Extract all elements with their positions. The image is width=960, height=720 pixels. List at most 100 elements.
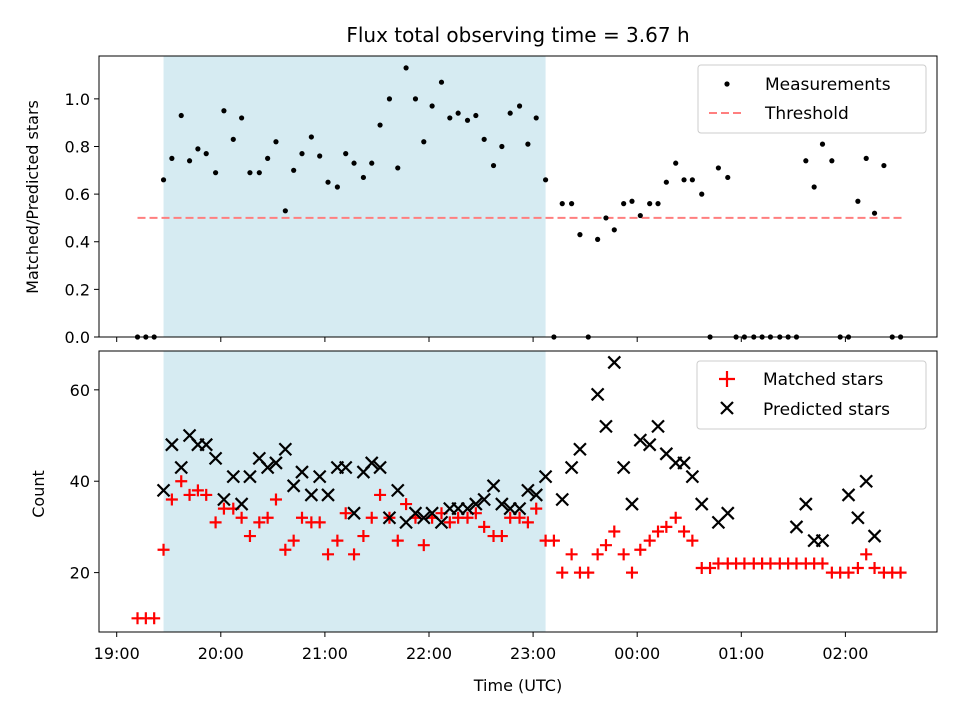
matched-star-point (261, 511, 274, 524)
predicted-star-point (564, 460, 579, 475)
matched-star-point (287, 534, 300, 547)
measurement-point (871, 210, 878, 216)
legend-measurements-label: Measurements (765, 75, 891, 95)
matched-star-point (331, 534, 344, 547)
predicted-star-point (347, 506, 361, 520)
predicted-star-point (521, 483, 535, 498)
matched-star-point (669, 511, 682, 524)
x-tick-label: 23:00 (510, 644, 556, 663)
measurement-point (369, 160, 375, 166)
matched-star-point (608, 525, 621, 538)
measurement-point (334, 184, 340, 190)
x-tick-label: 00:00 (614, 644, 660, 663)
matched-star-point (521, 516, 534, 529)
top-legend: Measurements Threshold (697, 64, 927, 134)
measurement-point (239, 115, 245, 121)
matched-star-point (547, 534, 560, 547)
y-tick-label: 0.2 (65, 280, 90, 299)
predicted-star-point (590, 387, 605, 402)
matched-star-point (339, 507, 352, 520)
measurement-point (507, 110, 513, 116)
measurement-point (160, 177, 167, 183)
matched-star-point (625, 566, 638, 579)
measurement-point (569, 201, 575, 207)
matched-star-point (295, 511, 308, 524)
measurement-point (499, 143, 505, 150)
measurement-point (611, 227, 617, 233)
predicted-star-point (486, 479, 501, 493)
matched-star-point (374, 488, 387, 501)
measurement-point (325, 179, 331, 185)
measurement-point (178, 112, 184, 119)
predicted-star-point (243, 469, 257, 484)
matched-star-point (322, 548, 335, 561)
matched-star-point (894, 566, 907, 579)
matched-star-point (860, 548, 873, 561)
measurement-point (403, 65, 409, 71)
matched-star-point (617, 548, 630, 561)
matched-star-point (400, 498, 413, 511)
matched-star-point (148, 612, 161, 625)
predicted-star-point (651, 419, 665, 434)
matched-star-point (599, 539, 612, 552)
chart-title: Flux total observing time = 3.67 h (346, 23, 689, 47)
measurement-point (212, 170, 219, 176)
measurement-point (663, 179, 669, 185)
predicted-star-point (677, 456, 691, 470)
legend-matched-marker (719, 371, 735, 387)
predicted-star-point (338, 460, 353, 475)
matched-star-point (530, 502, 543, 515)
predicted-star-point (208, 451, 223, 466)
predicted-star-point (867, 529, 882, 543)
matched-star-point (634, 543, 647, 556)
matched-star-point (851, 562, 864, 575)
measurement-point (438, 79, 445, 85)
predicted-star-point (859, 474, 873, 488)
measurement-point (603, 215, 609, 221)
matched-star-point (652, 525, 665, 538)
measurement-point (715, 165, 721, 171)
predicted-star-point (434, 515, 449, 530)
measurement-point (647, 201, 653, 207)
measurement-point (317, 153, 323, 159)
measurement-point (525, 141, 531, 147)
predicted-star-point (633, 433, 648, 447)
measurement-point (689, 177, 695, 183)
matched-star-point (565, 548, 578, 561)
matched-star-point (269, 493, 282, 506)
predicted-star-point (841, 488, 856, 502)
matched-star-point (816, 557, 829, 570)
measurement-point (490, 162, 497, 169)
measurement-point (230, 136, 236, 142)
matched-star-point (417, 539, 430, 552)
measurement-point (360, 174, 367, 181)
matched-star-point (165, 493, 178, 506)
matched-star-point (235, 511, 248, 524)
measurement-point (629, 198, 635, 204)
matched-star-point (157, 543, 170, 556)
measurement-point (273, 139, 279, 145)
predicted-star-point (321, 488, 335, 502)
measurement-point (221, 108, 227, 114)
matched-star-point (660, 520, 673, 533)
legend-matched-label: Matched stars (763, 370, 883, 390)
y-tick-label: 0.0 (65, 328, 90, 347)
measurement-point (559, 201, 565, 207)
y-tick-label: 20 (70, 564, 90, 583)
predicted-star-point (616, 460, 631, 475)
predicted-star-point (417, 510, 431, 525)
y-tick-label: 1.0 (65, 90, 90, 109)
matched-star-point (591, 548, 604, 561)
bottom-y-axis-label: Count (29, 470, 48, 518)
x-tick-label: 20:00 (198, 644, 244, 663)
predicted-star-point (364, 456, 379, 470)
matched-star-point (478, 520, 491, 533)
predicted-star-point (599, 419, 613, 434)
measurement-point (637, 212, 643, 219)
legend-predicted-label: Predicted stars (763, 400, 890, 420)
predicted-star-point (269, 456, 283, 470)
measurement-point (343, 151, 349, 157)
measurement-point (655, 201, 661, 207)
measurement-point (829, 158, 835, 164)
